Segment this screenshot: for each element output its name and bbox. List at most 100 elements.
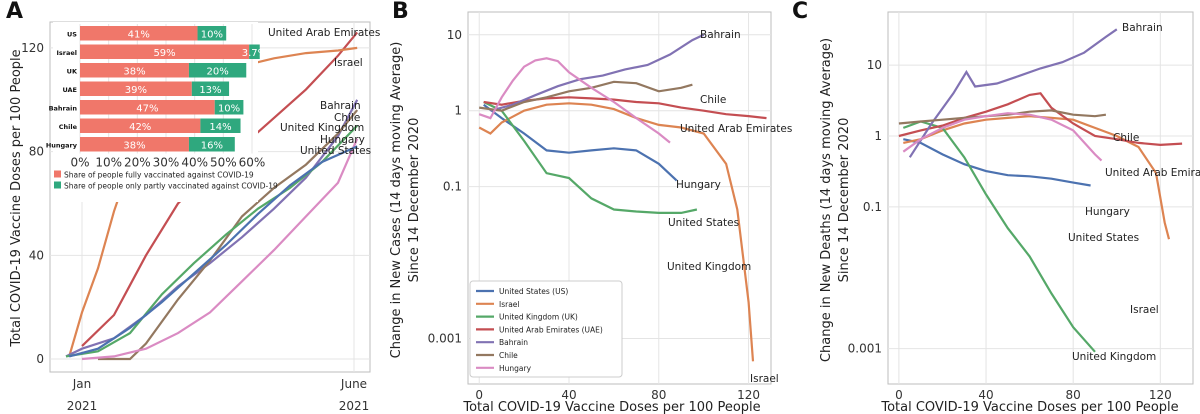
legend-label-united-states: United States (US)	[499, 287, 568, 296]
panel-label-a: A	[6, 0, 23, 24]
inset-bar-fully-hungary	[80, 137, 189, 152]
inset-legend-swatch-partly	[54, 181, 61, 189]
series-label-united-arab-emirates: United Arab Emirates	[1105, 167, 1200, 179]
inset-value-partly-chile: 14%	[209, 122, 231, 133]
inset-bar-fully-bahrain	[80, 100, 215, 115]
x-tick-label: 40	[978, 388, 993, 402]
inset-bar-fully-chile	[80, 118, 201, 133]
inset-category-label: Chile	[59, 123, 78, 131]
inset-value-fully-us: 41%	[128, 30, 150, 41]
series-label-united-states: United States	[1068, 232, 1139, 244]
series-label-bahrain: Bahrain	[700, 29, 741, 41]
inset-bar-partly-bahrain	[214, 100, 244, 115]
series-label-bahrain: Bahrain	[320, 100, 361, 112]
inset-value-fully-bahrain: 47%	[136, 104, 158, 115]
inset-x-tick-label: 30%	[153, 156, 180, 170]
series-line-hungary	[902, 112, 1103, 162]
inset-value-partly-hungary: 16%	[201, 141, 223, 152]
panel-a-chart: 0 40 80 120 Jan 2021 June 2021 United Arab Emi…	[9, 21, 380, 413]
legend-label-israel: Israel	[499, 300, 520, 309]
x-tick-year-label: 2021	[339, 399, 370, 413]
inset-value-partly-uae: 13%	[199, 85, 221, 96]
legend-box	[469, 280, 623, 378]
inset-legend-label-fully: Share of people fully vaccinated against…	[64, 171, 254, 180]
y-tick-label: 10	[447, 28, 462, 42]
inset-value-fully-israel: 59%	[153, 48, 175, 59]
inset-x-tick-label: 40%	[181, 156, 208, 170]
panel-c-chart: 10 1 0.1 0.001 0 40 80 120 United States Israel…	[819, 11, 1200, 414]
x-tick-year-label: 2021	[67, 399, 98, 413]
legend-label-united-arab-emirates: United Arab Emirates (UAE)	[499, 325, 603, 334]
series-label-united-arab-emirates: United Arab Emirates	[268, 27, 380, 39]
series-line-hungary	[81, 138, 359, 361]
panel-c-x-axis-label: Total COVID-19 Vaccine Doses per 100 Peo…	[880, 400, 1178, 414]
inset-value-fully-uk: 38%	[123, 67, 145, 78]
y-tick-label: 10	[867, 58, 882, 72]
series-label-chile: Chile	[334, 112, 360, 124]
x-tick-label: 120	[737, 388, 760, 402]
panel-c-y-axis-label-2: Since 14 December 2020	[837, 118, 852, 283]
series-label-united-kingdom: United Kingdom	[1072, 351, 1156, 363]
series-line-united-kingdom	[483, 101, 698, 214]
series-label-israel: Israel	[334, 57, 363, 69]
y-tick-label: 0.001	[848, 342, 882, 356]
panel-b-y-axis-label: Change in New Cases (14 days moving Aver…	[389, 42, 404, 359]
series-label-bahrain: Bahrain	[1122, 22, 1163, 34]
panel-a-y-axis-label: Total COVID-19 Vaccine Doses per 100 Peo…	[9, 49, 24, 347]
legend-label-bahrain: Bahrain	[499, 338, 528, 347]
x-tick-label: 80	[1066, 388, 1081, 402]
inset-x-tick-label: 10%	[95, 156, 122, 170]
series-line-united-states	[68, 145, 358, 358]
panel-b-y-axis-label-2: Since 14 December 2020	[407, 118, 422, 283]
series-line-chile	[898, 109, 1107, 125]
legend-label-chile: Chile	[499, 351, 518, 360]
inset-bar-partly-us	[197, 26, 227, 41]
panel-label-c: C	[792, 0, 808, 24]
series-line-bahrain	[908, 28, 1118, 158]
series-label-chile: Chile	[1113, 132, 1139, 144]
series-label-united-kingdom: United Kingdom	[667, 261, 751, 273]
inset-bar-fully-us	[80, 26, 198, 41]
inset-value-partly-us: 10%	[201, 30, 223, 41]
inset-value-fully-hungary: 38%	[123, 141, 145, 152]
panel-c-frame	[887, 11, 1194, 385]
inset-value-partly-uk: 20%	[206, 67, 228, 78]
inset-category-label: UK	[67, 68, 78, 76]
y-tick-label: 0.1	[863, 200, 882, 214]
series-label-united-arab-emirates: United Arab Emirates	[680, 123, 792, 135]
x-tick-label: 80	[651, 388, 666, 402]
series-label-israel: Israel	[1130, 304, 1159, 316]
panel-a-inset-bar-chart: 41% 10% 59% 3.7% 38% 20% 39% 13% 47% 10% 42% 14% 38%…	[46, 22, 278, 202]
x-tick-label: 0	[895, 388, 903, 402]
inset-value-fully-uae: 39%	[125, 85, 147, 96]
panel-b-chart: 10 1 0.1 0.001 0 40 80 120 United States Israel…	[389, 11, 792, 414]
legend-label-united-kingdom: United Kingdom (UK)	[499, 313, 578, 322]
series-line-united-arab-emirates	[898, 92, 1183, 147]
inset-legend-label-partly: Share of people only partly vaccinated a…	[64, 182, 278, 191]
x-tick-label: Jan	[72, 377, 92, 391]
series-line-hungary	[478, 57, 671, 144]
y-tick-label: 0.1	[443, 180, 462, 194]
y-tick-label: 1	[874, 129, 882, 143]
series-label-hungary: Hungary	[320, 134, 365, 146]
inset-bar-partly-chile	[200, 118, 241, 133]
series-label-hungary: Hungary	[1085, 206, 1130, 218]
panel-label-b: B	[392, 0, 409, 24]
inset-bar-partly-israel	[249, 44, 260, 59]
inset-x-tick-label: 50%	[210, 156, 237, 170]
x-tick-label: June	[340, 377, 367, 391]
inset-value-partly-bahrain: 10%	[218, 104, 240, 115]
series-line-bahrain	[65, 99, 359, 358]
inset-bar-partly-uk	[188, 63, 247, 78]
y-tick-label: 0.001	[428, 331, 462, 345]
inset-bar-partly-uae	[191, 81, 230, 96]
series-line-united-kingdom	[902, 120, 1096, 353]
panel-c-y-axis-label: Change in New Deaths (14 days moving Ave…	[819, 38, 834, 362]
series-label-united-states: United States	[300, 145, 371, 157]
y-tick-label: 0	[36, 352, 44, 366]
inset-category-label: UAE	[62, 86, 77, 94]
inset-value-partly-israel: 3.7%	[242, 48, 267, 59]
series-label-chile: Chile	[700, 94, 726, 106]
inset-x-tick-label: 20%	[124, 156, 151, 170]
